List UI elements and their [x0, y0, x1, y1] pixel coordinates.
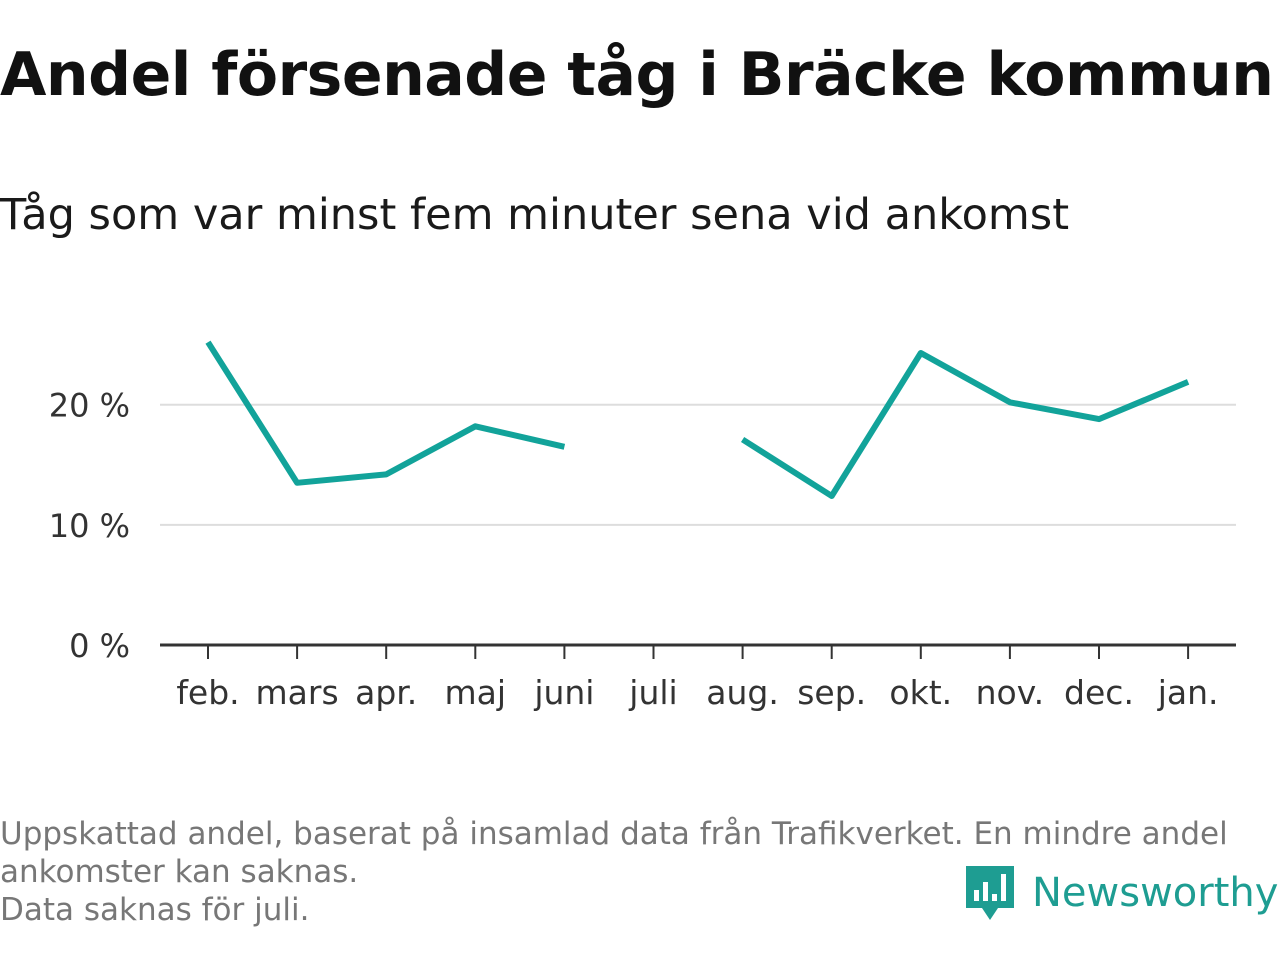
series-line: [740, 350, 1190, 499]
x-axis: [160, 643, 1236, 659]
x-tick-label: apr.: [355, 673, 417, 712]
x-tick-label: mars: [256, 673, 339, 712]
y-axis-labels: 0 % 10 % 20 %: [49, 387, 130, 665]
chart-title: Andel försenade tåg i Bräcke kommun: [0, 40, 1274, 110]
x-tick-label: juni: [533, 673, 594, 712]
x-axis-labels: feb. mars apr. maj juni juli aug. sep. okt. nov. d…: [176, 673, 1218, 712]
x-tick-label: feb.: [176, 673, 239, 712]
y-tick-label: 0 %: [69, 627, 130, 665]
x-tick-label: juli: [628, 673, 677, 712]
footnote: Uppskattad andel, baserat på insamlad da…: [0, 815, 1270, 929]
newsworthy-logo-icon: [966, 866, 1014, 920]
series-line: [205, 340, 566, 486]
x-tick-label: sep.: [797, 673, 866, 712]
brand-name: Newsworthy: [1032, 870, 1279, 916]
series-line-layer: [205, 340, 1190, 499]
x-tick-label: jan.: [1157, 673, 1219, 712]
chart-subtitle: Tåg som var minst fem minuter sena vid a…: [0, 190, 1070, 240]
y-tick-label: 20 %: [49, 387, 130, 425]
brand-logo: Newsworthy: [964, 862, 1278, 924]
x-tick-label: dec.: [1064, 673, 1134, 712]
x-tick-label: nov.: [976, 673, 1045, 712]
x-tick-label: aug.: [706, 673, 779, 712]
x-tick-label: okt.: [889, 673, 952, 712]
line-chart: 0 % 10 % 20 % feb. mars apr. maj juni juli aug. s…: [49, 340, 1236, 712]
footnote-line-1: Uppskattad andel, baserat på insamlad da…: [0, 816, 1228, 890]
y-tick-label: 10 %: [49, 507, 130, 545]
x-tick-label: maj: [445, 673, 507, 712]
grid-layer: [160, 403, 1236, 526]
footnote-line-2: Data saknas för juli.: [0, 892, 310, 928]
